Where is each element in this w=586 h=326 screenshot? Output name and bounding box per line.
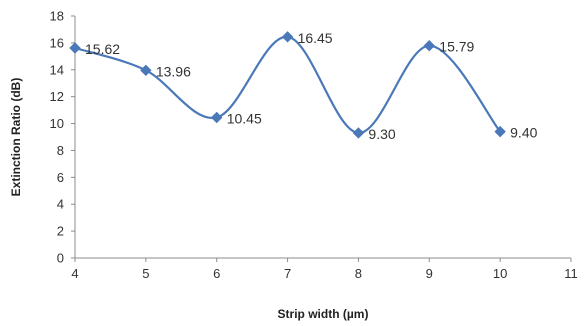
- x-tick-label: 4: [71, 266, 78, 281]
- y-tick-label: 6: [57, 170, 64, 185]
- y-tick-label: 4: [57, 197, 64, 212]
- y-tick-label: 18: [50, 9, 64, 24]
- data-point-marker: [69, 42, 81, 54]
- data-label: 15.79: [439, 39, 474, 55]
- x-tick-label: 6: [213, 266, 220, 281]
- data-label: 9.30: [368, 126, 395, 142]
- chart-axes: [71, 15, 572, 262]
- y-axis-title: Extinction Ratio (dB): [9, 78, 23, 197]
- y-tick-label: 12: [50, 89, 64, 104]
- data-label: 9.40: [510, 125, 537, 141]
- series-line: [74, 35, 501, 135]
- y-tick-label: 0: [57, 251, 64, 266]
- x-tick-labels: 4 5 6 7 8 9 10 11: [71, 266, 577, 281]
- data-point-marker: [352, 127, 365, 139]
- data-point-marker: [423, 40, 435, 52]
- data-label: 15.62: [85, 41, 120, 57]
- data-point-marker: [140, 64, 152, 77]
- y-tick-label: 8: [57, 143, 64, 158]
- data-label: 13.96: [156, 63, 191, 79]
- x-tick-label: 11: [564, 266, 578, 281]
- series-markers: [69, 31, 506, 139]
- y-tick-label: 16: [50, 35, 64, 50]
- x-tick-label: 9: [426, 266, 433, 281]
- data-labels: 15.62 13.96 10.45 16.45 9.30 15.79 9.40: [85, 30, 538, 142]
- data-point-marker: [494, 125, 506, 138]
- data-point-marker: [281, 31, 294, 43]
- data-label: 10.45: [227, 111, 262, 127]
- x-tick-label: 8: [355, 266, 362, 281]
- x-axis-title: Strip width (µm): [278, 307, 369, 321]
- data-label: 16.45: [298, 30, 333, 46]
- x-tick-label: 10: [493, 266, 507, 281]
- y-tick-label: 14: [50, 62, 64, 77]
- y-tick-labels: 0 2 4 6 8 10 12 14 16 18: [50, 9, 64, 266]
- x-tick-label: 7: [284, 266, 291, 281]
- y-tick-label: 10: [50, 116, 64, 131]
- data-point-marker: [211, 111, 223, 124]
- x-tick-label: 5: [142, 266, 149, 281]
- y-tick-label: 2: [57, 224, 64, 239]
